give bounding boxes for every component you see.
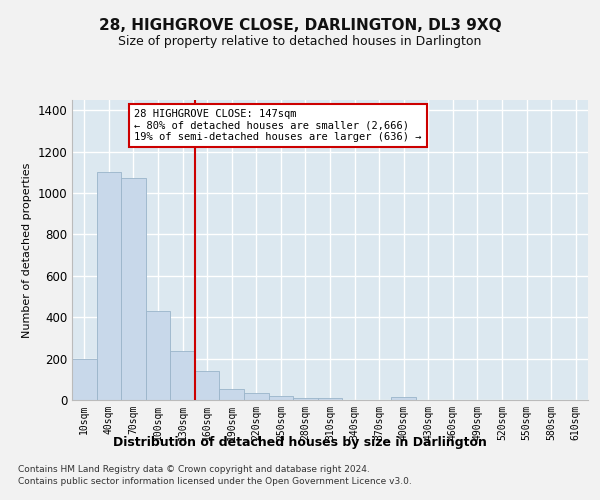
Text: 28, HIGHGROVE CLOSE, DARLINGTON, DL3 9XQ: 28, HIGHGROVE CLOSE, DARLINGTON, DL3 9XQ: [98, 18, 502, 32]
Bar: [72, 358, 97, 400]
Bar: [244, 393, 269, 400]
Y-axis label: Number of detached properties: Number of detached properties: [22, 162, 32, 338]
Text: Distribution of detached houses by size in Darlington: Distribution of detached houses by size …: [113, 436, 487, 449]
Text: Contains HM Land Registry data © Crown copyright and database right 2024.: Contains HM Land Registry data © Crown c…: [18, 465, 370, 474]
Bar: [195, 371, 220, 400]
Text: Size of property relative to detached houses in Darlington: Size of property relative to detached ho…: [118, 35, 482, 48]
Bar: [391, 397, 416, 400]
Text: 28 HIGHGROVE CLOSE: 147sqm
← 80% of detached houses are smaller (2,666)
19% of s: 28 HIGHGROVE CLOSE: 147sqm ← 80% of deta…: [134, 109, 421, 142]
Bar: [318, 398, 342, 400]
Bar: [220, 388, 244, 400]
Bar: [170, 352, 195, 400]
Bar: [97, 172, 121, 400]
Text: Contains public sector information licensed under the Open Government Licence v3: Contains public sector information licen…: [18, 477, 412, 486]
Bar: [146, 311, 170, 400]
Bar: [293, 398, 318, 400]
Bar: [269, 396, 293, 400]
Bar: [121, 178, 146, 400]
